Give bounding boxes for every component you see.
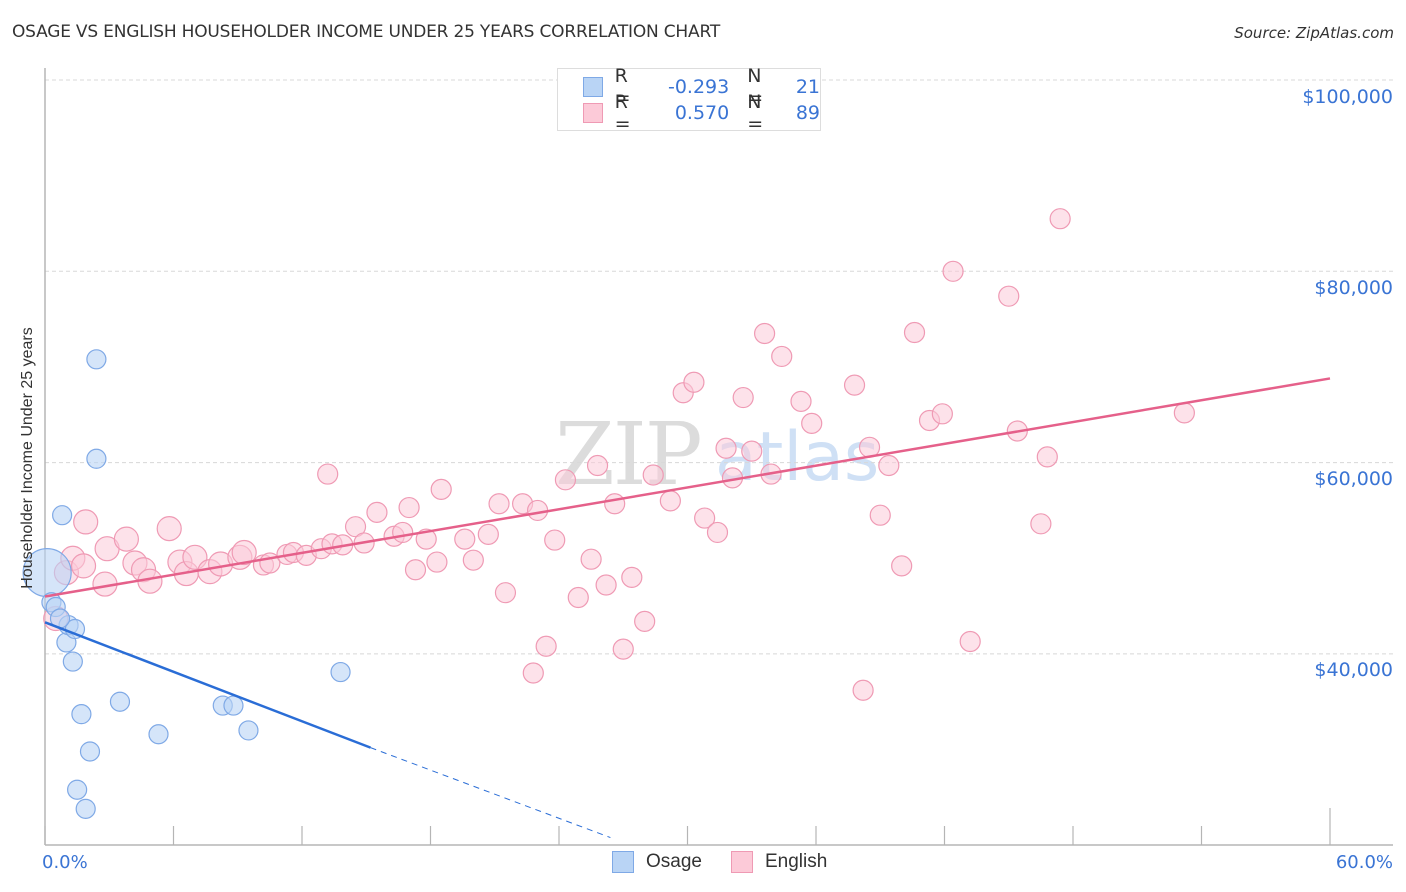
y-tick-100000: $100,000 — [1302, 86, 1393, 108]
x-tick-max: 60.0% — [1335, 852, 1393, 873]
english-swatch — [583, 103, 603, 123]
legend-label-osage: Osage — [646, 851, 702, 872]
legend-item-english[interactable]: English — [731, 851, 827, 873]
chart-title: OSAGE VS ENGLISH HOUSEHOLDER INCOME UNDE… — [12, 22, 721, 42]
x-tick-min: 0.0% — [42, 852, 88, 873]
r-value: 0.570 — [674, 102, 730, 124]
trend-lines — [44, 377, 1331, 839]
gridlines — [45, 79, 1393, 655]
n-label: N = — [747, 91, 764, 135]
osage-swatch — [612, 851, 634, 873]
y-tick-60000: $60,000 — [1314, 468, 1393, 490]
r-label: R = — [614, 65, 631, 109]
r-label: R = — [614, 91, 631, 135]
y-tick-40000: $40,000 — [1314, 659, 1393, 681]
watermark-atlas: atlas — [715, 418, 880, 497]
y-axis-label: Householder Income Under 25 years — [19, 327, 36, 589]
n-value: 89 — [795, 102, 820, 124]
r-value: -0.293 — [667, 76, 730, 98]
english-swatch — [731, 851, 753, 873]
legend: R = -0.293 N = 21 R = 0.570 N = 89 — [557, 65, 821, 135]
osage-points — [22, 349, 351, 819]
n-label: N = — [747, 65, 764, 109]
n-value: 21 — [795, 76, 820, 98]
legend-item-osage[interactable]: Osage — [612, 851, 702, 873]
source-label: Source: ZipAtlas.com — [1234, 24, 1394, 42]
y-tick-80000: $80,000 — [1314, 277, 1393, 299]
legend-row-english: R = 0.570 N = 89 — [558, 91, 820, 135]
legend-label-english: English — [765, 851, 828, 872]
english-points — [43, 208, 1195, 701]
legend-row-osage: R = -0.293 N = 21 — [558, 65, 820, 109]
osage-swatch — [583, 77, 603, 97]
axes — [44, 68, 1393, 846]
